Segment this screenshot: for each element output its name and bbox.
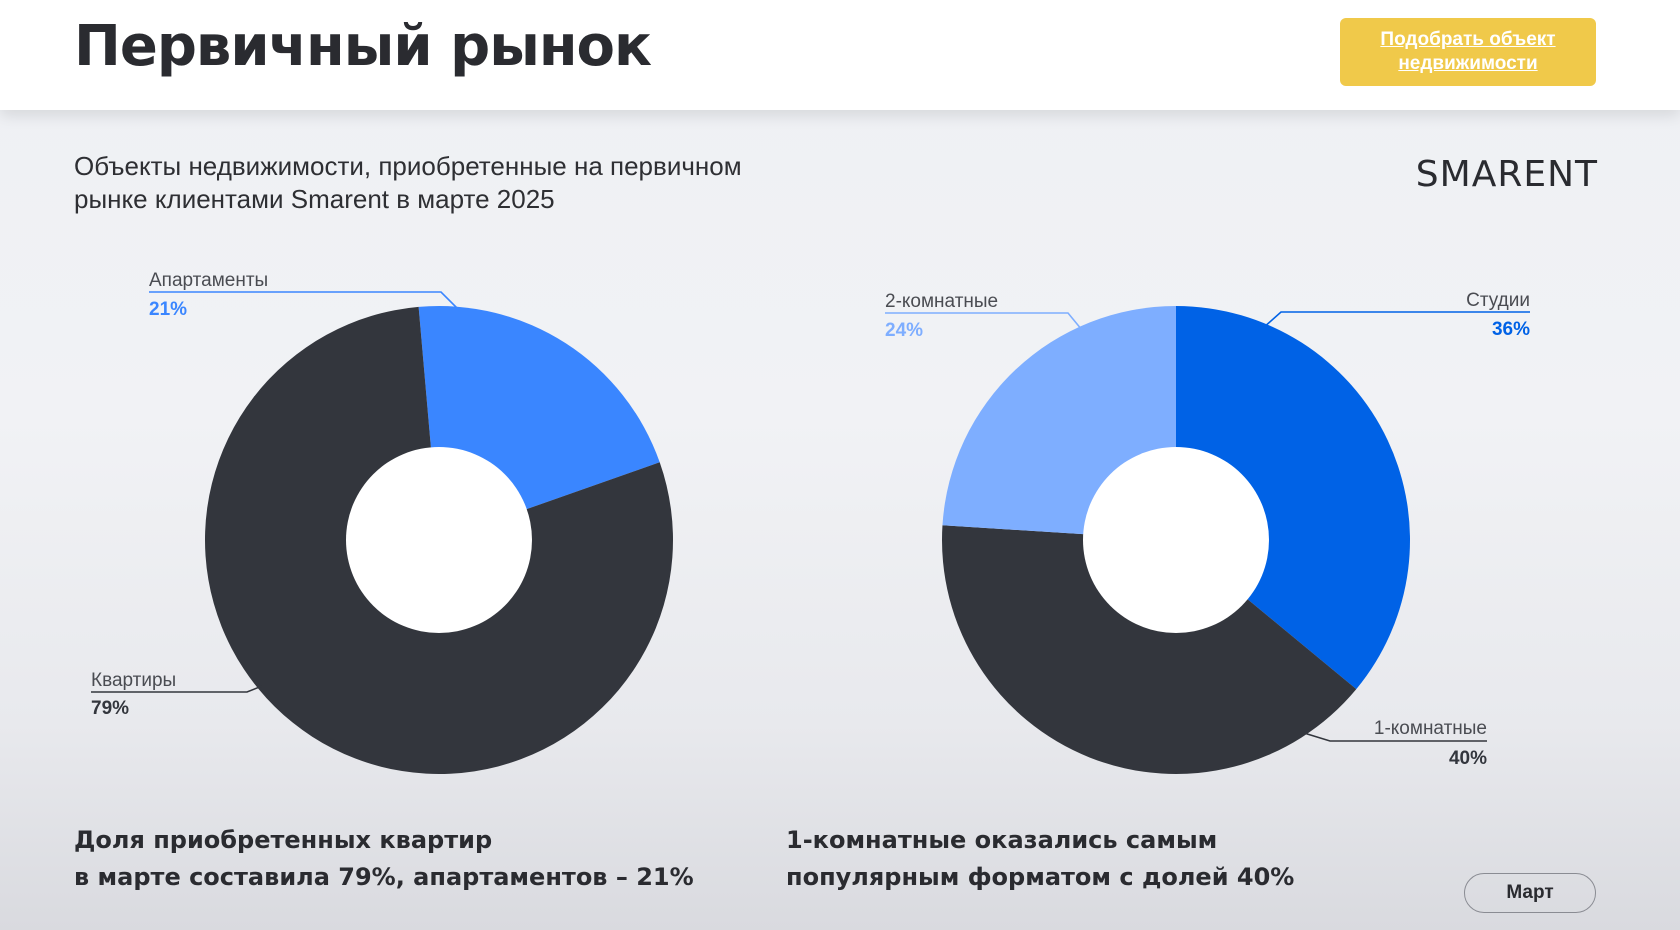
slice-label-apartments: Апартаменты [149, 270, 268, 291]
pie-slice-Студии [1176, 306, 1410, 690]
slice-value-1room: 40% [1449, 748, 1487, 769]
slice-label-studios: Студии [1466, 290, 1530, 311]
leader-line-1room [1303, 732, 1487, 742]
donut-hole [1083, 447, 1269, 633]
donut-chart-room-count: Студии 36% 2-комнатные 24% 1-комнатные 4… [885, 290, 1530, 774]
leader-line-flats [91, 685, 263, 693]
pie-slice-1-комнатные [942, 525, 1357, 774]
page-title: Первичный рынок [74, 14, 652, 79]
slice-label-2room: 2-комнатные [885, 291, 998, 312]
leader-line-studios [1262, 311, 1530, 329]
donut-chart-property-type: Апартаменты 21% Квартиры 79% [91, 270, 674, 775]
find-property-button[interactable]: Подобрать объект недвижимости [1340, 18, 1596, 86]
cta-label-line1: Подобрать объект [1380, 29, 1556, 50]
brand-logo: SMARENT [1415, 154, 1598, 195]
leader-line-2room [885, 312, 1083, 331]
leader-line-apartments [149, 291, 461, 312]
slice-value-flats: 79% [91, 698, 129, 719]
header-bar: Первичный рынок Подобрать объект недвижи… [0, 0, 1680, 110]
slice-label-flats: Квартиры [91, 670, 176, 691]
month-selector-button[interactable]: Март [1464, 873, 1596, 913]
subtitle-line2: рынке клиентами Smarent в марте 2025 [74, 184, 555, 214]
slice-value-apartments: 21% [149, 299, 187, 320]
slice-value-studios: 36% [1492, 319, 1530, 340]
caption-left-line1: Доля приобретенных квартир [74, 826, 493, 854]
caption-right-line2: популярным форматом с долей 40% [786, 863, 1295, 891]
caption-left: Доля приобретенных квартир в марте соста… [74, 822, 694, 896]
slice-value-2room: 24% [885, 320, 923, 341]
donut-hole [346, 447, 532, 633]
slice-label-1room: 1-комнатные [1374, 718, 1487, 739]
caption-left-line2: в марте составила 79%, апартаментов – 21… [74, 863, 694, 891]
caption-right: 1-комнатные оказались самым популярным ф… [786, 822, 1294, 896]
cta-label-line2: недвижимости [1398, 53, 1538, 74]
caption-right-line1: 1-комнатные оказались самым [786, 826, 1218, 854]
subtitle-line1: Объекты недвижимости, приобретенные на п… [74, 151, 742, 181]
chart-subtitle: Объекты недвижимости, приобретенные на п… [74, 150, 834, 216]
